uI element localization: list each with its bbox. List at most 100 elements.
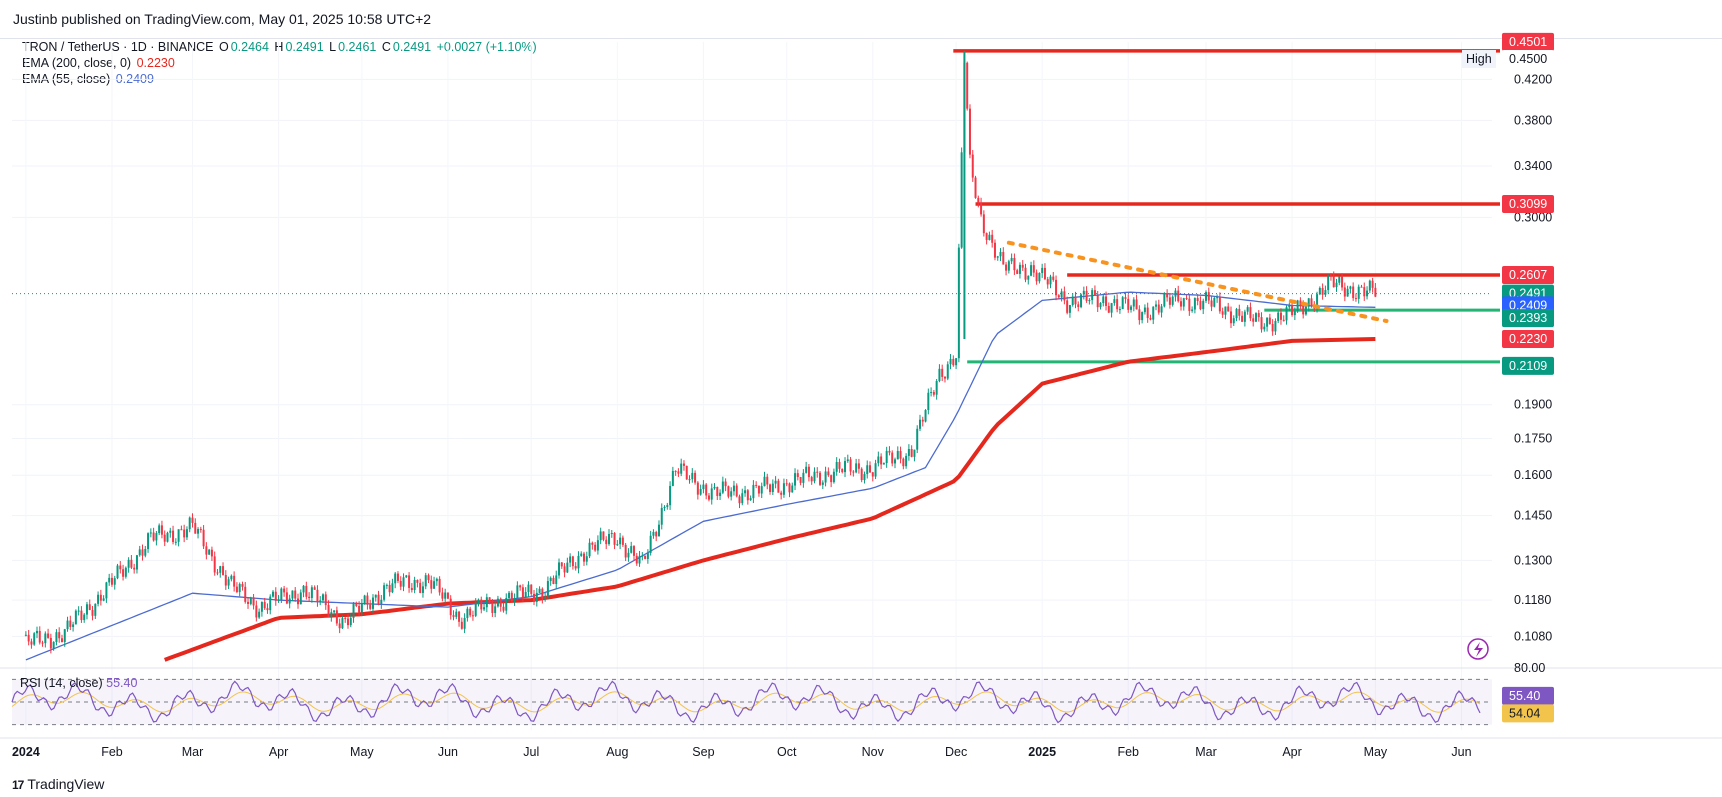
- candle-body: [466, 608, 469, 618]
- candle-body: [1246, 307, 1249, 312]
- symbol-legend[interactable]: TRON / TetherUS · 1D · BINANCE O 0.2464 H…: [22, 40, 539, 54]
- candle-body: [105, 582, 108, 599]
- y-tick-label: 0.4200: [1514, 72, 1552, 86]
- candle-body: [1132, 299, 1135, 307]
- candle-body: [210, 549, 213, 557]
- candle-body: [1102, 296, 1105, 304]
- candle-body: [1343, 287, 1346, 297]
- candle-body: [72, 624, 75, 627]
- candle-body: [1093, 290, 1096, 296]
- candle-body: [677, 471, 680, 474]
- candle-body: [224, 574, 227, 586]
- candle-body: [619, 537, 622, 545]
- candle-body: [657, 524, 660, 537]
- y-tick-label: 0.1300: [1514, 553, 1552, 567]
- candle-body: [222, 566, 225, 575]
- candle-body: [1027, 275, 1030, 280]
- candle-body: [388, 584, 391, 593]
- candle-body: [549, 577, 552, 582]
- candle-body: [280, 588, 283, 600]
- rsi-legend[interactable]: RSI (14, close) 55.40: [20, 676, 137, 690]
- candle-body: [255, 605, 258, 618]
- candle-body: [444, 592, 447, 599]
- candle-body: [963, 62, 966, 153]
- candle-body: [1310, 298, 1313, 306]
- candle-body: [219, 566, 222, 573]
- ema55-label[interactable]: EMA (55, close): [22, 72, 111, 86]
- candle-body: [1043, 267, 1046, 280]
- tradingview-logo[interactable]: 17 TradingView: [12, 776, 104, 792]
- brand-name: TradingView: [27, 776, 105, 792]
- candle-body: [971, 154, 974, 178]
- candle-body: [585, 556, 588, 562]
- candle-body: [1216, 297, 1219, 299]
- candle-body: [910, 448, 913, 457]
- candle-body: [863, 474, 866, 481]
- price-tag-label: 0.2109: [1509, 359, 1547, 373]
- candle-body: [530, 584, 533, 594]
- ema55-legend[interactable]: EMA (55, close) 0.2409: [22, 72, 156, 86]
- ema55-value: 0.2409: [115, 72, 154, 86]
- candle-body: [705, 484, 708, 496]
- ema200-label[interactable]: EMA (200, close, 0): [22, 56, 132, 70]
- candle-body: [1202, 300, 1205, 310]
- candle-body: [197, 528, 200, 534]
- candle-body: [1371, 280, 1374, 288]
- candle-body: [1318, 287, 1321, 295]
- x-tick-label: Mar: [1195, 745, 1217, 759]
- candle-body: [599, 531, 602, 541]
- candle-body: [1363, 287, 1366, 297]
- candle-body: [266, 608, 269, 611]
- candle-body: [719, 492, 722, 496]
- candle-body: [155, 533, 158, 541]
- candle-body: [624, 544, 627, 558]
- candle-body: [433, 581, 436, 589]
- candle-body: [577, 555, 580, 569]
- y-tick-label: 0.3000: [1514, 210, 1552, 224]
- candle-body: [1071, 296, 1074, 306]
- candle-body: [127, 559, 130, 568]
- high-tag: [1462, 50, 1496, 69]
- candle-body: [610, 532, 613, 534]
- candle-body: [430, 580, 433, 589]
- candle-body: [330, 612, 333, 618]
- candle-body: [147, 533, 150, 550]
- candle-body: [688, 479, 691, 481]
- candle-body: [594, 544, 597, 551]
- x-tick-label: Jun: [1451, 745, 1471, 759]
- candle-body: [371, 597, 374, 609]
- y-tick-label: 0.3400: [1514, 159, 1552, 173]
- candle-body: [827, 471, 830, 476]
- symbol-name[interactable]: TRON / TetherUS · 1D · BINANCE: [22, 40, 214, 54]
- candle-body: [832, 471, 835, 483]
- candle-body: [1241, 315, 1244, 322]
- ema200-value: 0.2230: [136, 56, 175, 70]
- ema200-legend[interactable]: EMA (200, close, 0) 0.2230: [22, 56, 177, 70]
- rsi-label[interactable]: RSI (14, close): [20, 676, 103, 690]
- candle-body: [399, 580, 402, 587]
- candle-body: [838, 462, 841, 469]
- candle-body: [49, 637, 52, 649]
- candle-body: [491, 602, 494, 614]
- candle-body: [369, 604, 372, 609]
- candle-body: [927, 392, 930, 411]
- candle-body: [133, 567, 136, 570]
- candle-body: [1346, 288, 1349, 297]
- candle-body: [666, 505, 669, 507]
- candle-body: [794, 473, 797, 486]
- candle-body: [510, 592, 513, 602]
- candle-body: [166, 532, 169, 542]
- candle-body: [760, 486, 763, 494]
- candle-body: [396, 573, 399, 581]
- x-tick-label: Jun: [438, 745, 458, 759]
- rsi-ma-line: [11, 691, 1481, 713]
- candle-body: [97, 594, 100, 604]
- candle-body: [1082, 290, 1085, 295]
- candle-body: [1124, 297, 1127, 299]
- candle-body: [855, 463, 858, 473]
- price-tag-label: 0.2607: [1509, 268, 1547, 282]
- x-tick-label: 2024: [12, 745, 40, 759]
- candle-body: [180, 529, 183, 531]
- candle-body: [849, 459, 852, 472]
